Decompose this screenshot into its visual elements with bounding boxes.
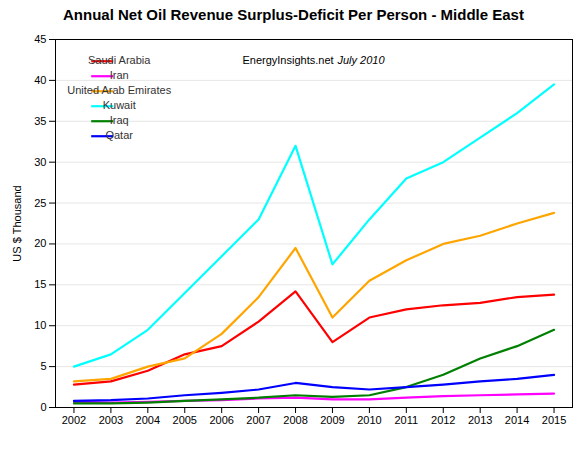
svg-text:Iraq: Iraq (110, 114, 129, 126)
svg-text:2008: 2008 (283, 414, 307, 426)
svg-text:2013: 2013 (468, 414, 492, 426)
svg-text:2007: 2007 (246, 414, 270, 426)
svg-text:Kuwait: Kuwait (103, 99, 136, 111)
svg-text:0: 0 (40, 401, 46, 413)
svg-text:2004: 2004 (136, 414, 160, 426)
svg-text:2006: 2006 (209, 414, 233, 426)
svg-text:15: 15 (34, 278, 46, 290)
svg-text:10: 10 (34, 319, 46, 331)
svg-text:Qatar: Qatar (105, 129, 133, 141)
svg-text:2012: 2012 (431, 414, 455, 426)
svg-text:45: 45 (34, 33, 46, 45)
svg-text:2010: 2010 (357, 414, 381, 426)
svg-text:2009: 2009 (320, 414, 344, 426)
svg-text:EnergyInsights.netJuly 2010: EnergyInsights.netJuly 2010 (242, 54, 385, 66)
svg-text:40: 40 (34, 74, 46, 86)
svg-text:35: 35 (34, 115, 46, 127)
svg-text:2005: 2005 (173, 414, 197, 426)
svg-text:Saudi Arabia: Saudi Arabia (88, 54, 151, 66)
svg-text:US $ Thousand: US $ Thousand (11, 185, 23, 261)
svg-text:20: 20 (34, 237, 46, 249)
html-text:Annual Net Oil Revenue Surplus: Annual Net Oil Revenue Surplus-Deficit P… (63, 6, 524, 23)
svg-text:2003: 2003 (99, 414, 123, 426)
svg-text:5: 5 (40, 360, 46, 372)
svg-text:30: 30 (34, 156, 46, 168)
svg-text:2002: 2002 (62, 414, 86, 426)
svg-text:2015: 2015 (542, 414, 566, 426)
svg-text:2014: 2014 (505, 414, 529, 426)
svg-text:25: 25 (34, 197, 46, 209)
svg-text:Iran: Iran (110, 69, 129, 81)
svg-text:2011: 2011 (394, 414, 418, 426)
svg-text:United Arab Emirates: United Arab Emirates (67, 84, 171, 96)
